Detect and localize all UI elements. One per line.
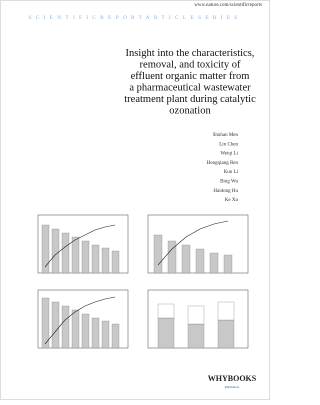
- series: SCIENTIFICREPORTARTICLESERIES: [29, 15, 242, 21]
- panel-c: [37, 289, 129, 349]
- title-line: ozonation: [169, 106, 211, 117]
- publisher-sub: Publishers: [225, 385, 240, 389]
- author: Weiqi Li: [220, 152, 238, 157]
- title-line: treatment plant during catalytic: [124, 94, 256, 105]
- panel-b: [147, 214, 249, 274]
- author: Lin Chen: [219, 142, 238, 147]
- title-line: a pharmaceutical wastewater: [129, 83, 251, 94]
- figure-thumbnails: [37, 214, 249, 349]
- page: {"header":{"url":"www.nature.com/scienti…: [0, 0, 270, 400]
- title-line: effluent organic matter from: [131, 71, 250, 82]
- author: Haidong Hu: [213, 189, 238, 194]
- url: www.nature.com/scientificreports: [194, 3, 262, 8]
- panel-d: [147, 289, 249, 349]
- authors: Shuhan Men Lin Chen Weiqi Li Hongqiang Ren K…: [206, 133, 238, 203]
- author: Hongqiang Ren: [206, 161, 238, 166]
- author: Bing Wu: [220, 180, 238, 185]
- title: Insight into the characteristics,removal…: [124, 48, 256, 117]
- title-line: Insight into the characteristics,: [126, 48, 255, 59]
- author: Shuhan Men: [213, 133, 239, 138]
- title-line: removal, and toxicity of: [140, 60, 241, 71]
- author: Kun Li: [224, 170, 239, 175]
- panel-a: [37, 214, 129, 274]
- author: Ke Xu: [225, 198, 239, 203]
- cover: www.nature.com/scientificreports SCIENTI…: [0, 0, 270, 400]
- publisher-name: WHYBOOKS: [208, 374, 257, 383]
